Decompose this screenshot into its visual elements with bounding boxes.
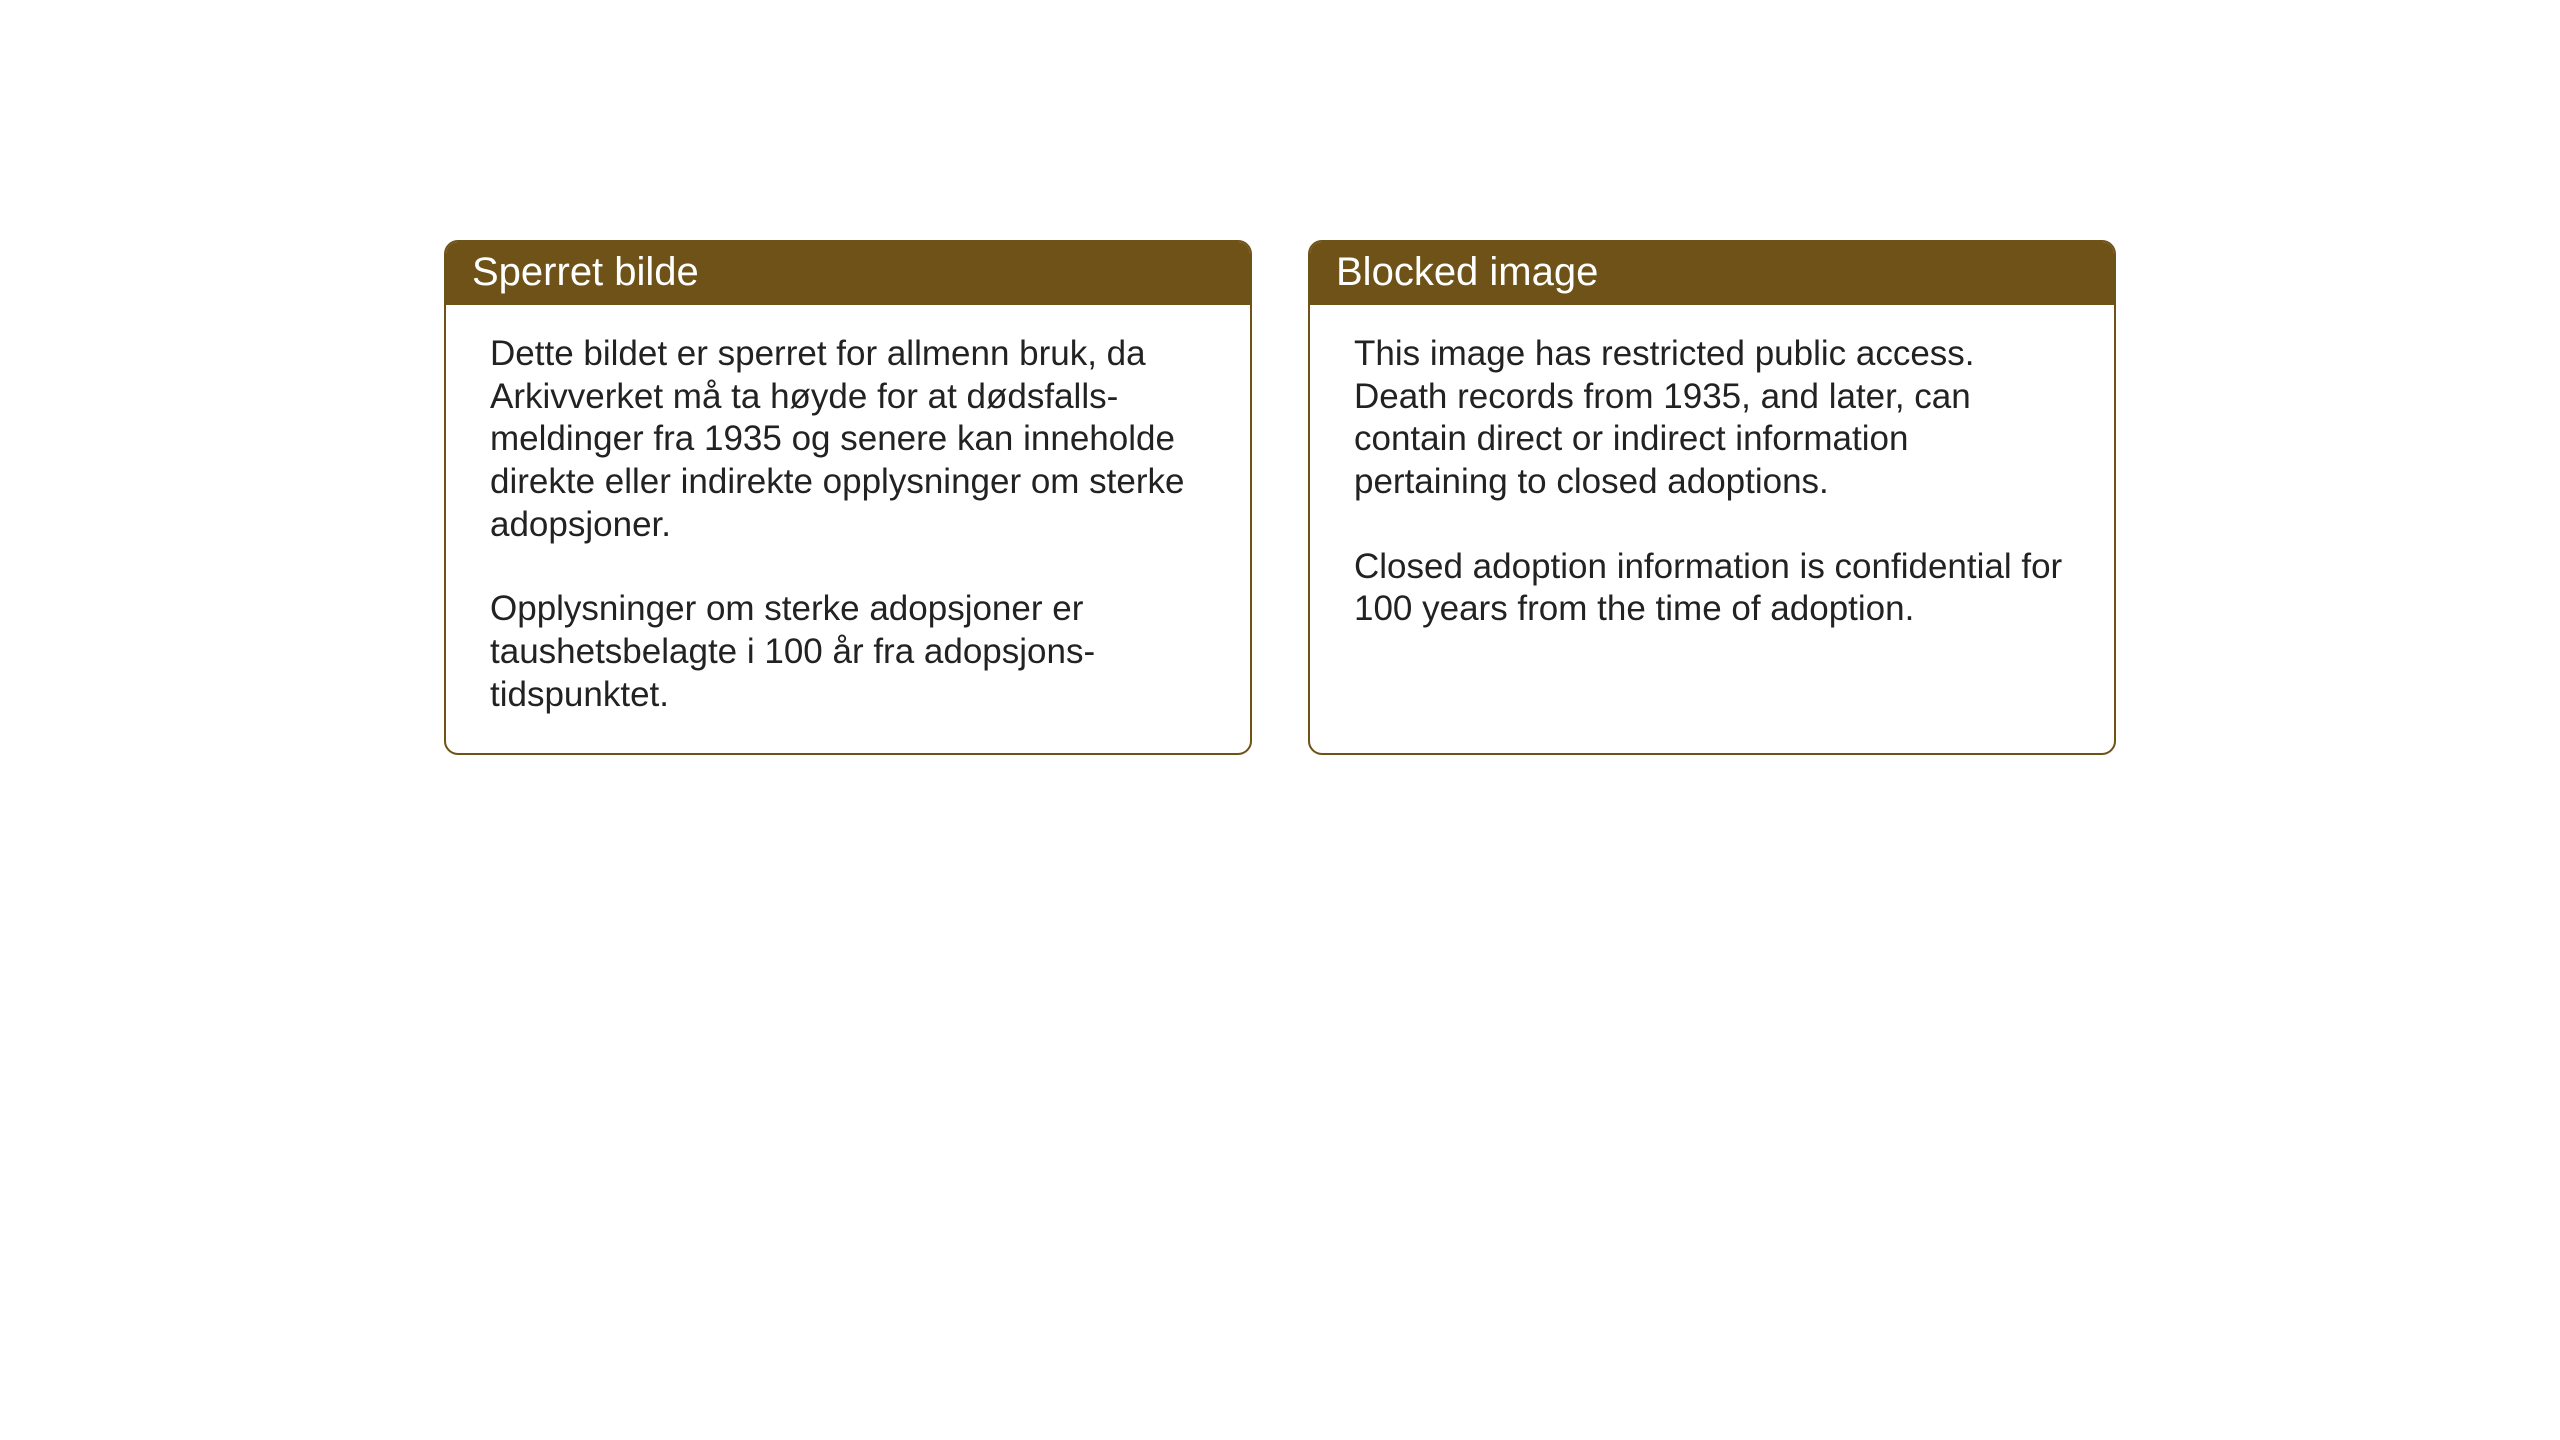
card-title: Sperret bilde: [472, 250, 699, 294]
card-paragraph: Opplysninger om sterke adopsjoner er tau…: [490, 588, 1206, 716]
card-title: Blocked image: [1336, 250, 1598, 294]
card-header: Sperret bilde: [446, 242, 1250, 305]
card-paragraph: Closed adoption information is confident…: [1354, 546, 2070, 631]
notice-card-english: Blocked image This image has restricted …: [1308, 240, 2116, 755]
notice-cards-container: Sperret bilde Dette bildet er sperret fo…: [444, 240, 2116, 755]
notice-card-norwegian: Sperret bilde Dette bildet er sperret fo…: [444, 240, 1252, 755]
card-paragraph: This image has restricted public access.…: [1354, 333, 2070, 504]
card-body: Dette bildet er sperret for allmenn bruk…: [446, 305, 1250, 753]
card-paragraph: Dette bildet er sperret for allmenn bruk…: [490, 333, 1206, 546]
card-header: Blocked image: [1310, 242, 2114, 305]
card-body: This image has restricted public access.…: [1310, 305, 2114, 745]
